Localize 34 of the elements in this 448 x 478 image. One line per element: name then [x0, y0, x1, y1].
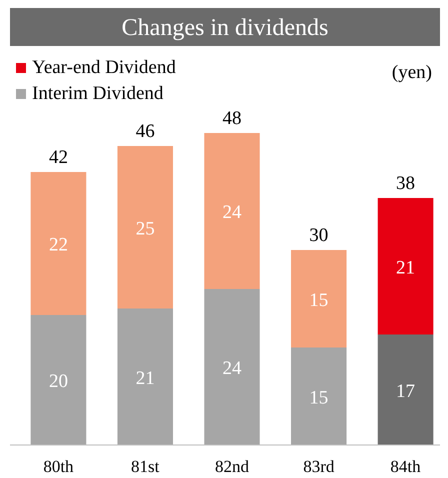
bar	[378, 334, 434, 445]
bar	[204, 133, 260, 289]
chart-title: Changes in dividends	[122, 15, 328, 41]
bar	[378, 198, 434, 334]
data-label: 21	[136, 368, 155, 389]
data-label: 17	[396, 380, 416, 402]
bar	[117, 146, 173, 308]
x-tick-label: 81st	[131, 457, 160, 476]
x-tick-label: 84th	[390, 457, 422, 476]
bar	[291, 348, 347, 445]
data-label: 15	[309, 290, 328, 311]
legend-label: Interim Dividend	[32, 83, 164, 104]
x-tick-label: 80th	[43, 457, 74, 476]
total-label: 38	[396, 173, 416, 194]
bar	[30, 315, 86, 445]
bar	[30, 172, 86, 315]
data-label: 21	[396, 257, 416, 278]
total-label: 48	[222, 108, 242, 129]
total-label: 46	[136, 121, 155, 142]
data-label: 24	[222, 202, 242, 223]
bar	[291, 250, 347, 348]
x-tick-label: 83rd	[303, 457, 335, 476]
total-label: 30	[309, 225, 328, 246]
data-label: 22	[48, 234, 68, 256]
data-label: 25	[136, 218, 155, 240]
bar	[204, 289, 260, 445]
data-label: 15	[309, 387, 328, 408]
bar	[117, 308, 173, 445]
total-label: 42	[48, 147, 68, 168]
data-label: 20	[48, 371, 68, 392]
x-tick-label: 82nd	[215, 457, 250, 476]
text: (yen)	[392, 62, 432, 83]
legend-label: Year-end Dividend	[32, 57, 176, 78]
data-label: 24	[222, 358, 242, 379]
